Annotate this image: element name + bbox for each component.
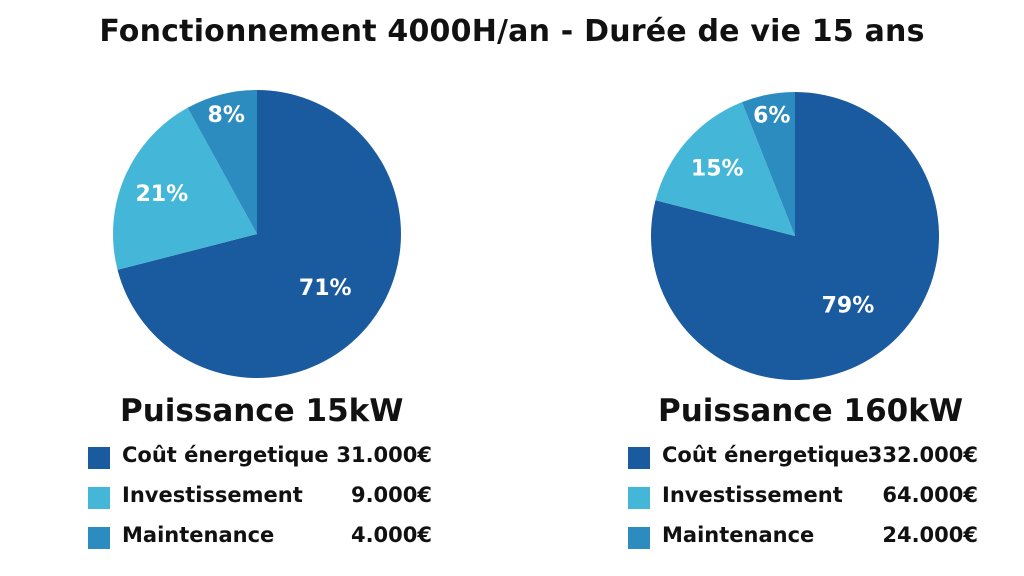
legend-label: Maintenance — [122, 523, 275, 547]
legend-amount: 64.000€ — [882, 483, 978, 507]
pie-slice-maintenance — [741, 92, 795, 236]
slice-label-investment: 15% — [691, 156, 744, 181]
legend-swatch-maintenance — [88, 527, 110, 549]
pie-title-160kw: Puissance 160kW — [658, 393, 964, 429]
legend-item-maintenance: Maintenance 4.000€ — [88, 521, 432, 561]
legend-swatch-energy — [628, 447, 650, 469]
legend-160kw: Coût énergetique 332.000€ Investissement… — [628, 441, 978, 561]
legend-amount: 332.000€ — [867, 443, 978, 467]
pie-slice-investment — [112, 107, 257, 270]
legend-swatch-energy — [88, 447, 110, 469]
legend-swatch-investment — [628, 487, 650, 509]
pie-title-15kw: Puissance 15kW — [120, 393, 404, 429]
pie-slice-energy — [651, 92, 940, 380]
legend-item-maintenance: Maintenance 24.000€ — [628, 521, 978, 561]
legend-item-energy: Coût énergetique 332.000€ — [628, 441, 978, 481]
legend-amount: 31.000€ — [336, 443, 432, 467]
legend-15kw: Coût énergetique 31.000€ Investissement … — [88, 441, 432, 561]
slice-label-maintenance: 6% — [753, 103, 790, 128]
legend-amount: 9.000€ — [350, 483, 432, 507]
legend-item-energy: Coût énergetique 31.000€ — [88, 441, 432, 481]
legend-label: Investissement — [662, 483, 843, 507]
pie-chart-15kw: 71% 21% 8% — [112, 90, 402, 378]
legend-label: Coût énergetique — [122, 443, 329, 467]
pie-slice-maintenance — [187, 90, 257, 234]
legend-item-investment: Investissement 64.000€ — [628, 481, 978, 521]
legend-label: Investissement — [122, 483, 303, 507]
slice-label-investment: 21% — [136, 182, 189, 207]
legend-amount: 4.000€ — [350, 523, 432, 547]
legend-amount: 24.000€ — [882, 523, 978, 547]
pie-slice-investment — [655, 102, 795, 236]
legend-swatch-investment — [88, 487, 110, 509]
pie-slice-energy — [117, 90, 402, 378]
legend-label: Maintenance — [662, 523, 815, 547]
legend-label: Coût énergetique — [662, 443, 869, 467]
page-title: Fonctionnement 4000H/an - Durée de vie 1… — [99, 14, 925, 49]
slice-label-maintenance: 8% — [208, 103, 245, 128]
legend-swatch-maintenance — [628, 527, 650, 549]
pie-chart-160kw: 79% 15% 6% — [651, 92, 940, 380]
legend-item-investment: Investissement 9.000€ — [88, 481, 432, 521]
slice-label-energy: 79% — [822, 293, 875, 318]
slice-label-energy: 71% — [299, 276, 352, 301]
